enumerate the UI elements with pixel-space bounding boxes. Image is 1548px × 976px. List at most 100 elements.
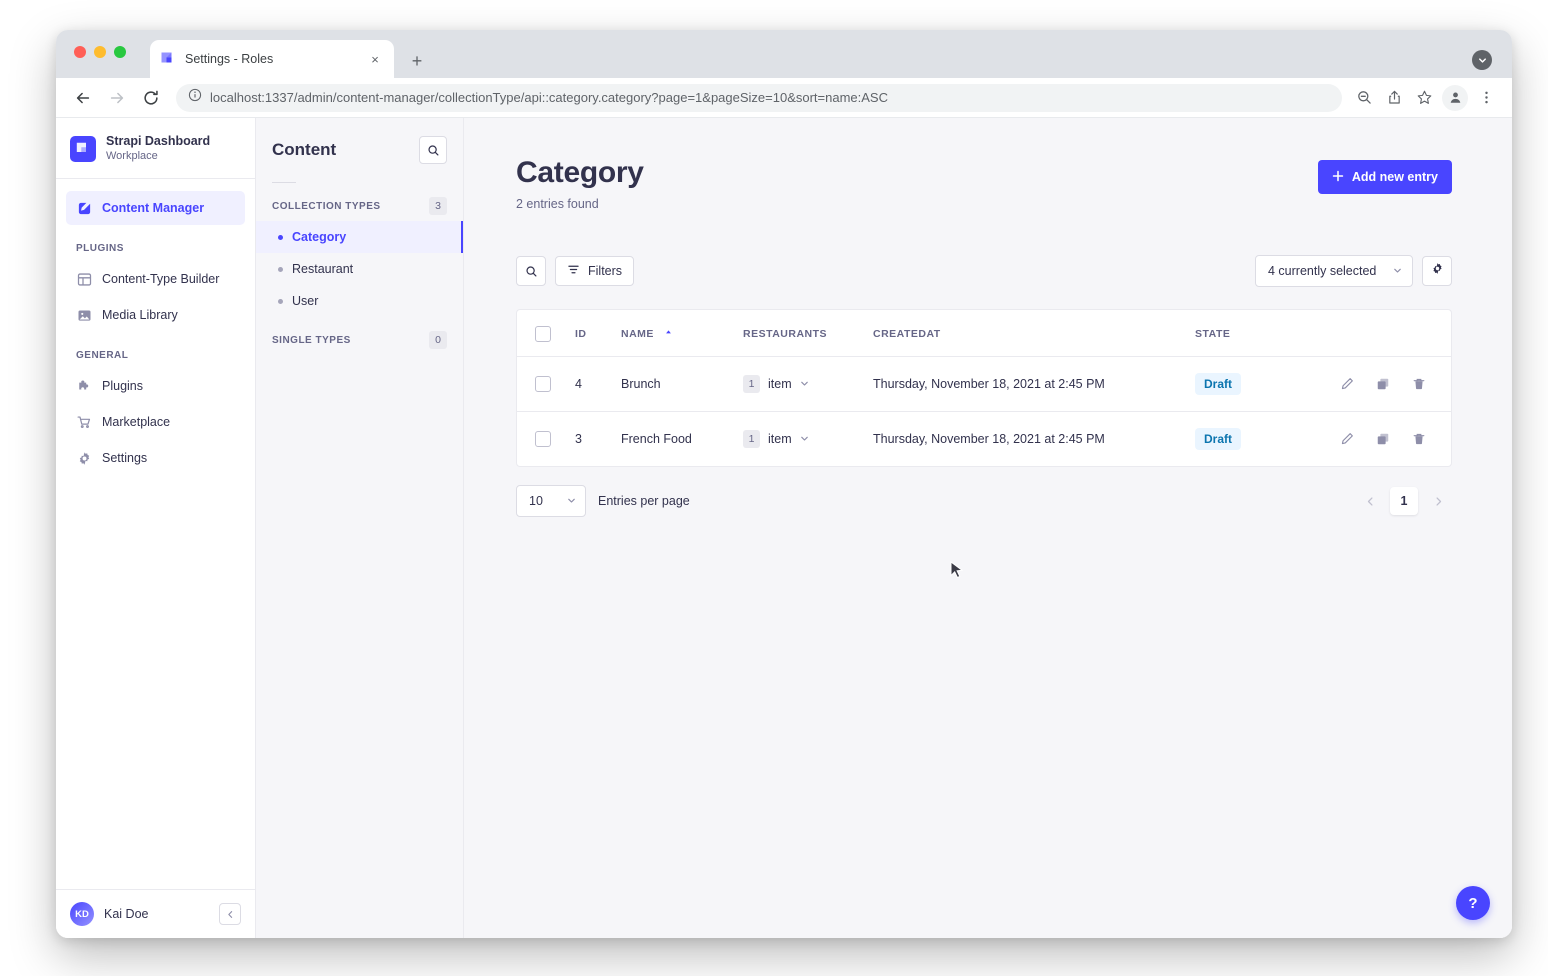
edit-pencil-icon[interactable]: [1339, 431, 1355, 447]
chevron-down-icon: [1393, 266, 1402, 277]
trash-icon[interactable]: [1411, 376, 1427, 392]
edit-pencil-icon[interactable]: [1339, 376, 1355, 392]
reload-icon[interactable]: [136, 83, 166, 113]
table-row[interactable]: 3 French Food 1 item: [517, 412, 1451, 467]
subnav-item-label: User: [292, 294, 319, 308]
page-number-1[interactable]: 1: [1390, 487, 1418, 515]
subnav-header: Content: [256, 136, 463, 164]
sidebar-item-marketplace[interactable]: Marketplace: [66, 405, 245, 439]
back-arrow-icon[interactable]: [68, 83, 98, 113]
window-controls[interactable]: [74, 46, 126, 58]
extension-badge-icon[interactable]: [1472, 50, 1492, 70]
relation-chip[interactable]: 1 item: [743, 375, 873, 393]
cell-state: Draft: [1195, 412, 1313, 467]
next-page-button[interactable]: [1424, 487, 1452, 515]
subnav-section-single-types: SINGLE TYPES 0: [256, 331, 463, 349]
status-badge: Draft: [1195, 428, 1242, 450]
sidebar-item-plugins[interactable]: Plugins: [66, 369, 245, 403]
table-row[interactable]: 4 Brunch 1 item: [517, 356, 1451, 412]
sidebar-user[interactable]: KD Kai Doe: [56, 889, 255, 938]
subnav-item-category[interactable]: Category: [256, 221, 463, 253]
chevron-down-icon[interactable]: [800, 434, 809, 445]
subnav-item-user[interactable]: User: [256, 285, 463, 317]
address-bar[interactable]: localhost:1337/admin/content-manager/col…: [176, 83, 1342, 112]
sidebar-item-label: Plugins: [102, 379, 143, 394]
entries-per-page-value: 10: [529, 494, 543, 508]
sidebar-user-name: Kai Doe: [104, 907, 149, 921]
sidebar-item-settings[interactable]: Settings: [66, 441, 245, 475]
entries-per-page-select[interactable]: 10: [516, 485, 586, 517]
previous-page-button[interactable]: [1356, 487, 1384, 515]
relation-chip[interactable]: 1 item: [743, 430, 873, 448]
row-checkbox[interactable]: [535, 431, 551, 447]
chevron-left-icon[interactable]: [219, 903, 241, 925]
entries-table-card: ID NAME RESTAURANTS CREATEDAT STATE: [516, 309, 1452, 467]
chevron-down-icon[interactable]: [800, 379, 809, 390]
brand-subtitle: Workplace: [106, 149, 158, 162]
subnav-section-collection-types: COLLECTION TYPES 3: [256, 197, 463, 215]
page-title: Category: [516, 156, 644, 189]
strapi-logo-icon: [160, 51, 176, 67]
sidebar-nav-list: Content Manager PLUGINS Content-Type Bui…: [56, 179, 255, 889]
puzzle-piece-icon: [76, 378, 92, 394]
cell-restaurants: 1 item: [743, 412, 873, 467]
browser-tab-title: Settings - Roles: [185, 52, 274, 66]
subnav-item-label: Restaurant: [292, 262, 354, 276]
trash-icon[interactable]: [1411, 431, 1427, 447]
duplicate-icon[interactable]: [1375, 431, 1391, 447]
subnav-section-count: 3: [429, 197, 447, 215]
filters-button[interactable]: Filters: [555, 256, 635, 286]
new-tab-button[interactable]: +: [411, 51, 423, 71]
sort-ascending-icon[interactable]: [664, 328, 673, 340]
shopping-cart-icon: [76, 414, 92, 430]
duplicate-icon[interactable]: [1375, 376, 1391, 392]
close-tab-icon[interactable]: ×: [371, 51, 379, 67]
entries-per-page-label: Entries per page: [598, 494, 690, 508]
zoom-out-icon[interactable]: [1350, 84, 1378, 112]
search-icon[interactable]: [516, 256, 546, 286]
chevron-down-icon: [567, 496, 576, 507]
column-header-restaurants[interactable]: RESTAURANTS: [743, 310, 873, 357]
sidebar-item-content-type-builder[interactable]: Content-Type Builder: [66, 262, 245, 296]
subnav-section-label: COLLECTION TYPES: [272, 200, 381, 212]
cell-createdat: Thursday, November 18, 2021 at 2:45 PM: [873, 356, 1195, 412]
add-new-entry-button[interactable]: Add new entry: [1317, 160, 1452, 194]
close-window-button[interactable]: [74, 46, 86, 58]
minimize-window-button[interactable]: [94, 46, 106, 58]
share-icon[interactable]: [1380, 84, 1408, 112]
sidebar-section-plugins: PLUGINS: [76, 243, 124, 255]
column-header-createdat[interactable]: CREATEDAT: [873, 310, 1195, 357]
info-circle-icon[interactable]: [188, 88, 202, 107]
subnav-section-label: SINGLE TYPES: [272, 334, 351, 346]
filter-icon: [567, 263, 580, 279]
sidebar-item-content-manager[interactable]: Content Manager: [66, 191, 245, 226]
column-header-name[interactable]: NAME: [621, 310, 743, 357]
sidebar-item-label: Marketplace: [102, 415, 171, 430]
column-header-state[interactable]: STATE: [1195, 310, 1313, 357]
row-checkbox[interactable]: [535, 376, 551, 392]
column-header-id[interactable]: ID: [575, 310, 621, 357]
cell-actions: [1313, 356, 1451, 412]
subnav-item-restaurant[interactable]: Restaurant: [256, 253, 463, 285]
profile-avatar-icon[interactable]: [1442, 84, 1468, 111]
add-new-entry-label: Add new entry: [1351, 170, 1438, 184]
row-select-cell: [517, 356, 575, 412]
bookmark-star-icon[interactable]: [1410, 84, 1438, 112]
kebab-menu-icon[interactable]: [1472, 84, 1500, 112]
relation-count: 1: [743, 430, 760, 448]
search-icon[interactable]: [419, 136, 447, 164]
sidebar-item-media-library[interactable]: Media Library: [66, 298, 245, 332]
select-all-checkbox[interactable]: [535, 326, 551, 342]
bullet-icon: [278, 266, 283, 272]
table-settings-button[interactable]: [1422, 256, 1452, 286]
select-all-header: [517, 310, 575, 357]
help-button[interactable]: ?: [1456, 886, 1490, 920]
bullet-icon: [278, 234, 283, 240]
browser-tab[interactable]: Settings - Roles ×: [150, 40, 394, 78]
maximize-window-button[interactable]: [114, 46, 126, 58]
brand-header[interactable]: Strapi Dashboard Workplace: [56, 118, 255, 180]
brand-name: Strapi Dashboard: [106, 134, 211, 148]
field-select[interactable]: 4 currently selected: [1255, 255, 1413, 287]
cell-name: Brunch: [621, 356, 743, 412]
content-types-subnav: Content COLLECTION TYPES 3 Category Re: [256, 118, 464, 938]
